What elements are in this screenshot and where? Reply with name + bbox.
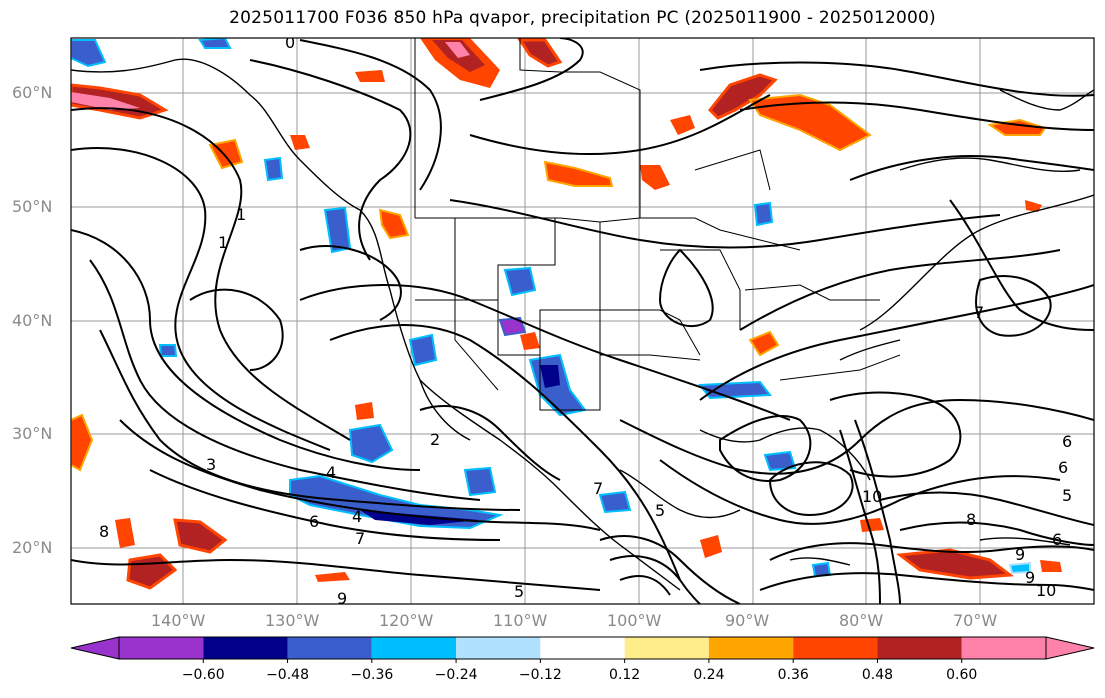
colorbar-segment bbox=[793, 637, 878, 659]
contour-label: 4 bbox=[352, 507, 362, 526]
coastlines bbox=[71, 58, 1094, 591]
lon-label: 90°W bbox=[725, 611, 770, 630]
lat-label: 50°N bbox=[12, 197, 53, 216]
lon-label: 140°W bbox=[151, 611, 206, 630]
contour-label: 1 bbox=[236, 205, 246, 224]
contour-label: 6 bbox=[309, 512, 319, 531]
contour-label: 2 bbox=[430, 430, 440, 449]
contour-label: 3 bbox=[206, 455, 216, 474]
contour-labels: 0 1 1 2 3 4 4 5 5 5 6 6 6 6 7 7 7 8 8 9 … bbox=[99, 33, 1072, 608]
contour-label: 5 bbox=[514, 582, 524, 601]
contour-label: 7 bbox=[593, 479, 603, 498]
contour-label: 9 bbox=[1025, 568, 1035, 587]
colorbar-over-arrow bbox=[1045, 636, 1095, 660]
contour-label: 9 bbox=[1015, 545, 1025, 564]
colorbar-segment bbox=[708, 637, 794, 659]
colorbar-tick-label: 0.60 bbox=[946, 667, 978, 683]
political-borders bbox=[414, 38, 901, 411]
map-title: 2025011700 F036 850 hPa qvapor, precipit… bbox=[229, 8, 936, 28]
colorbar-tick-label: −0.36 bbox=[350, 667, 394, 683]
colorbar-tick-label: −0.12 bbox=[518, 667, 562, 683]
colorbar bbox=[70, 636, 1095, 663]
lat-label: 60°N bbox=[12, 83, 53, 102]
contour-label: 4 bbox=[326, 463, 336, 482]
colorbar-tick-label: 0.12 bbox=[609, 667, 641, 683]
colorbar-segment bbox=[877, 637, 962, 659]
contour-label: 8 bbox=[966, 510, 976, 529]
colorbar-segment bbox=[456, 637, 541, 659]
colorbar-tick-label: 0.48 bbox=[861, 667, 894, 683]
lat-label: 40°N bbox=[12, 311, 53, 330]
colorbar-under-arrow bbox=[70, 636, 120, 660]
colorbar-segment bbox=[961, 637, 1046, 659]
colorbar-segment bbox=[119, 637, 204, 659]
colorbar-tick-label: 0.36 bbox=[777, 667, 809, 683]
contour-label: 6 bbox=[1052, 530, 1062, 549]
contour-label: 9 bbox=[337, 589, 347, 608]
colorbar-tick-label: −0.48 bbox=[266, 667, 309, 683]
lat-label: 30°N bbox=[12, 424, 53, 443]
colorbar-segment bbox=[624, 637, 709, 659]
lon-label: 130°W bbox=[265, 611, 320, 630]
contour-label: 8 bbox=[99, 522, 109, 541]
colorbar-segment bbox=[540, 637, 625, 659]
contour-label: 1 bbox=[218, 233, 228, 252]
contour-label: 5 bbox=[1062, 486, 1072, 505]
map-frame bbox=[70, 37, 1095, 605]
contour-label: 6 bbox=[1058, 458, 1068, 477]
colorbar-frame bbox=[118, 636, 1047, 660]
contour-label: 5 bbox=[655, 501, 665, 520]
colorbar-segment bbox=[203, 637, 288, 659]
colorbar-tick-label: 0.24 bbox=[693, 667, 725, 683]
contour-label: 7 bbox=[355, 529, 365, 548]
colorbar-segment bbox=[371, 637, 457, 659]
colorbar-tick-label: −0.60 bbox=[181, 667, 225, 683]
lon-label: 110°W bbox=[493, 611, 548, 630]
contour-label: 7 bbox=[974, 303, 984, 322]
contour-label: 10 bbox=[1036, 581, 1056, 600]
contour-label: 10 bbox=[862, 487, 882, 506]
colorbar-tick-label: −0.24 bbox=[434, 667, 478, 683]
lon-label: 120°W bbox=[379, 611, 434, 630]
contour-label: 0 bbox=[285, 33, 295, 52]
lon-label: 70°W bbox=[953, 611, 998, 630]
qvapor-contours bbox=[71, 38, 1094, 604]
lon-label: 80°W bbox=[839, 611, 884, 630]
lat-label: 20°N bbox=[12, 538, 53, 557]
contour-label: 6 bbox=[1062, 432, 1072, 451]
lon-label: 100°W bbox=[607, 611, 662, 630]
colorbar-segment bbox=[287, 637, 372, 659]
